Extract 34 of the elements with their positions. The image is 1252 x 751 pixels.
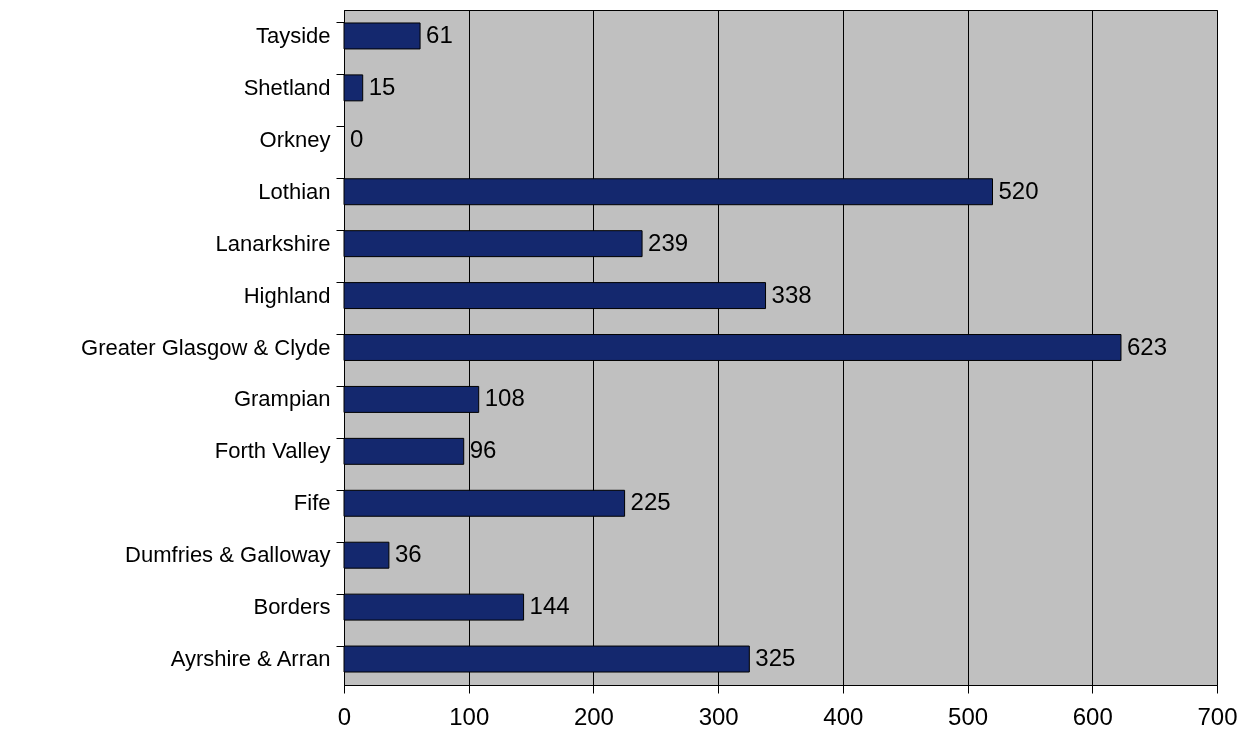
data-label: 325: [755, 644, 796, 672]
y-tick-label: Lanarkshire: [215, 230, 331, 256]
x-tick-label: 200: [573, 702, 614, 730]
x-tick-label: 700: [1197, 702, 1238, 730]
y-tick-label: Grampian: [233, 386, 331, 412]
y-tick-label: Orkney: [259, 126, 331, 152]
data-label: 108: [484, 384, 525, 412]
x-tick-label: 600: [1072, 702, 1113, 730]
y-tick-label: Shetland: [243, 74, 331, 100]
data-label: 338: [771, 280, 812, 308]
x-tick-label: 100: [449, 702, 490, 730]
data-label: 61: [426, 20, 453, 48]
data-label: 144: [529, 592, 570, 620]
y-tick-label: Highland: [243, 282, 331, 308]
y-tick-label: Dumfries & Galloway: [125, 542, 331, 568]
x-tick-label: 500: [948, 702, 989, 730]
x-tick-label: 0: [337, 702, 352, 730]
data-label: 239: [648, 228, 689, 256]
x-tick-label: 300: [698, 702, 739, 730]
y-tick-label: Lothian: [258, 178, 331, 204]
data-label: 36: [394, 540, 422, 568]
y-tick-label: Tayside: [255, 22, 331, 48]
data-label: 623: [1126, 332, 1168, 360]
data-label: 225: [630, 488, 671, 516]
x-tick-label: 400: [823, 702, 864, 730]
data-label: 15: [368, 72, 396, 100]
y-tick-label: Forth Valley: [214, 438, 331, 464]
data-label: 0: [350, 124, 364, 152]
data-label: 96: [469, 436, 497, 464]
y-tick-label: Fife: [293, 490, 331, 516]
y-tick-label: Ayrshire & Arran: [170, 646, 331, 672]
y-tick-label: Greater Glasgow & Clyde: [81, 334, 331, 360]
y-tick-label: Borders: [253, 594, 331, 620]
data-label: 520: [998, 176, 1039, 204]
